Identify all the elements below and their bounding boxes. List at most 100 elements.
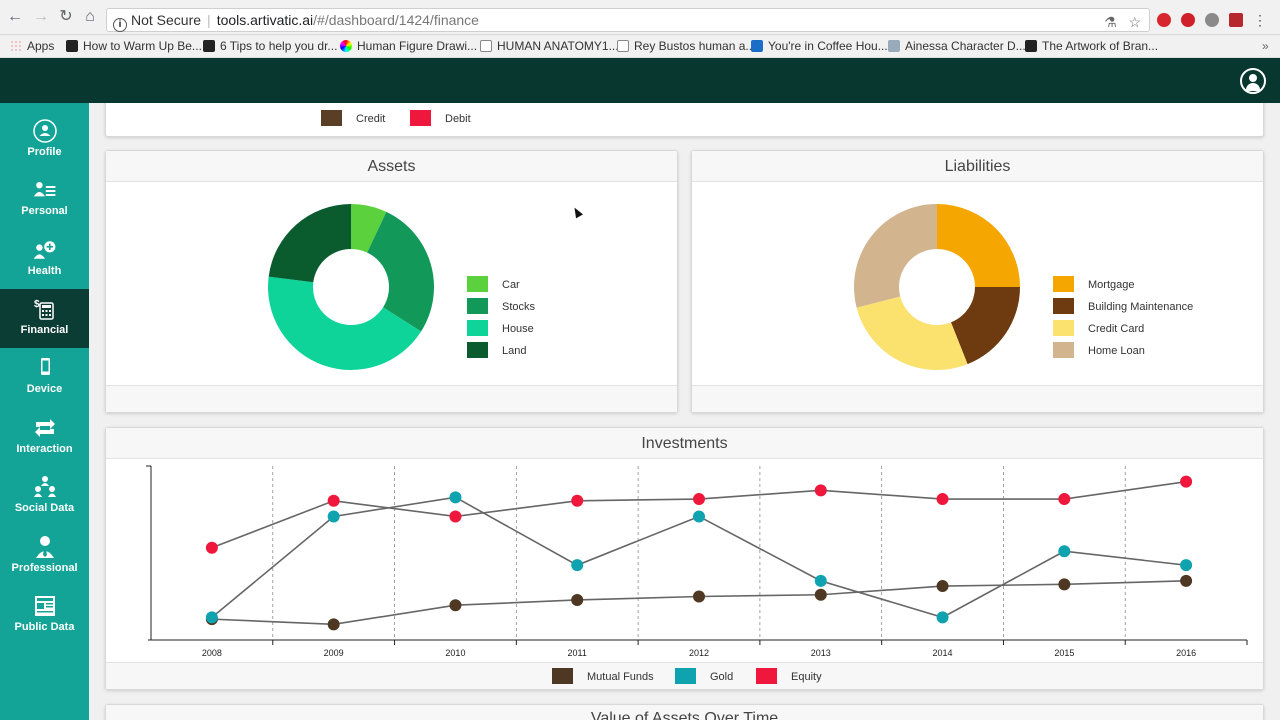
bookmark-item[interactable]: Rey Bustos human a... bbox=[617, 39, 755, 53]
reload-icon[interactable]: ↻ bbox=[59, 8, 73, 25]
mobile-device-icon bbox=[40, 358, 50, 375]
donut-slice-home-loan[interactable] bbox=[854, 204, 937, 308]
legend-item: Mutual Funds bbox=[552, 668, 654, 684]
data-point-mutual-funds[interactable] bbox=[693, 590, 705, 603]
sidebar-item-device[interactable]: Device bbox=[0, 348, 89, 407]
forward-icon[interactable]: → bbox=[33, 8, 49, 25]
user-account-icon[interactable] bbox=[1240, 68, 1266, 94]
address-bar[interactable]: i Not Secure | tools.artivatic.ai/#/dashboa… bbox=[106, 8, 1150, 32]
data-point-gold[interactable] bbox=[449, 491, 462, 504]
data-point-equity[interactable] bbox=[814, 484, 827, 497]
pinterest-icon[interactable] bbox=[1181, 13, 1195, 27]
video-extension-icon[interactable] bbox=[1229, 13, 1243, 27]
donut-slice-stocks[interactable] bbox=[367, 211, 434, 332]
donut-slice-building-maintenance[interactable] bbox=[950, 287, 1020, 365]
x-tick-label: 2011 bbox=[568, 648, 587, 658]
panel-footer bbox=[692, 385, 1263, 412]
data-point-equity[interactable] bbox=[1180, 475, 1193, 488]
data-point-mutual-funds[interactable] bbox=[936, 580, 949, 593]
sidebar-item-health[interactable]: Health bbox=[0, 230, 89, 289]
sidebar-item-personal[interactable]: Personal bbox=[0, 170, 89, 229]
security-label: Not Secure bbox=[131, 12, 202, 28]
home-icon[interactable]: ⌂ bbox=[85, 8, 95, 25]
panel-footer: Mutual Funds Gold Equity bbox=[106, 662, 1263, 689]
bookmark-item[interactable]: The Artwork of Bran... bbox=[1025, 39, 1158, 53]
donut-slice-car[interactable] bbox=[351, 204, 387, 253]
sidebar-item-interaction[interactable]: Interaction bbox=[0, 408, 89, 467]
legend-item: Car bbox=[467, 276, 520, 292]
panel-title: Value of Assets Over Time bbox=[106, 705, 1263, 720]
x-tick-label: 2014 bbox=[933, 648, 953, 658]
liabilities-panel: Liabilities Mortgage Building Maintenanc… bbox=[691, 150, 1264, 413]
data-point-equity[interactable] bbox=[327, 494, 340, 507]
data-point-gold[interactable] bbox=[327, 510, 340, 523]
bookmark-item[interactable]: HUMAN ANATOMY1... bbox=[480, 39, 619, 53]
bookmark-item[interactable]: Apps bbox=[10, 39, 54, 53]
profile-icon bbox=[32, 119, 57, 143]
bookmark-item[interactable]: Ainessa Character D... bbox=[888, 39, 1026, 53]
data-point-equity[interactable] bbox=[936, 493, 949, 506]
bookmark-item[interactable]: 6 Tips to help you dr... bbox=[203, 39, 337, 53]
financial-calculator-icon: $ bbox=[34, 299, 54, 320]
data-point-mutual-funds[interactable] bbox=[449, 599, 462, 612]
bookmark-item[interactable]: How to Warm Up Be... bbox=[66, 39, 202, 53]
menu-icon[interactable]: ⋮ bbox=[1253, 12, 1267, 28]
donut-slice-mortgage[interactable] bbox=[937, 204, 1020, 287]
data-point-mutual-funds[interactable] bbox=[814, 588, 827, 601]
credit-debit-panel: Credit Debit bbox=[105, 103, 1264, 137]
value-over-time-panel: Value of Assets Over Time bbox=[105, 704, 1264, 720]
personal-info-icon bbox=[33, 182, 55, 197]
data-point-equity[interactable] bbox=[205, 541, 218, 554]
sidebar-item-label: Public Data bbox=[14, 621, 75, 633]
data-point-equity[interactable] bbox=[449, 510, 462, 523]
back-icon[interactable]: ← bbox=[7, 8, 23, 25]
data-point-equity[interactable] bbox=[1058, 493, 1071, 506]
dashboard-content: Credit Debit Assets Car Stocks House Lan… bbox=[89, 103, 1280, 720]
legend-swatch bbox=[467, 298, 488, 314]
legend-item: Credit Card bbox=[1053, 320, 1144, 336]
star-icon[interactable]: ☆ bbox=[1128, 14, 1141, 30]
data-point-mutual-funds[interactable] bbox=[327, 618, 340, 631]
data-point-mutual-funds[interactable] bbox=[1180, 574, 1193, 587]
key-icon[interactable]: ⚗ bbox=[1104, 14, 1117, 30]
legend-swatch bbox=[1053, 342, 1074, 358]
info-icon[interactable]: i bbox=[113, 18, 127, 32]
sidebar-item-professional[interactable]: Professional bbox=[0, 527, 89, 586]
data-point-mutual-funds[interactable] bbox=[571, 593, 584, 606]
sidebar-item-profile[interactable]: Profile bbox=[0, 111, 89, 170]
sidebar-item-public-data[interactable]: Public Data bbox=[0, 586, 89, 645]
professional-icon bbox=[35, 536, 54, 558]
health-icon bbox=[33, 241, 55, 259]
data-point-gold[interactable] bbox=[205, 611, 218, 624]
data-point-gold[interactable] bbox=[571, 559, 584, 572]
legend-swatch bbox=[552, 668, 573, 684]
data-point-mutual-funds[interactable] bbox=[1058, 578, 1071, 591]
more-bookmarks-icon[interactable]: » bbox=[1262, 39, 1269, 53]
sidebar-item-label: Interaction bbox=[16, 443, 73, 455]
x-tick-label: 2016 bbox=[1176, 648, 1196, 658]
sidebar-item-label: Professional bbox=[11, 562, 78, 574]
bookmarks-bar: Apps How to Warm Up Be... 6 Tips to help… bbox=[0, 35, 1280, 58]
data-point-gold[interactable] bbox=[693, 510, 705, 523]
legend-item: Land bbox=[467, 342, 526, 358]
data-point-equity[interactable] bbox=[571, 494, 584, 507]
extension-icon[interactable] bbox=[1205, 13, 1219, 27]
donut-slice-land[interactable] bbox=[268, 204, 351, 283]
donut-slice-house[interactable] bbox=[268, 276, 422, 370]
bookmark-item[interactable]: You're in Coffee Hou... bbox=[751, 39, 888, 53]
sidebar-item-label: Device bbox=[26, 383, 63, 395]
legend-swatch bbox=[321, 110, 342, 126]
bookmark-item[interactable]: Human Figure Drawi... bbox=[340, 39, 477, 53]
data-point-equity[interactable] bbox=[693, 493, 705, 506]
sidebar-item-social-data[interactable]: Social Data bbox=[0, 467, 89, 526]
sidebar-item-label: Health bbox=[27, 265, 62, 277]
data-point-gold[interactable] bbox=[1180, 559, 1193, 572]
donut-slice-credit-card[interactable] bbox=[856, 296, 968, 370]
sidebar-item-financial[interactable]: $ Financial bbox=[0, 289, 89, 348]
panel-footer bbox=[106, 385, 677, 412]
adblock-icon[interactable] bbox=[1157, 13, 1171, 27]
data-point-gold[interactable] bbox=[814, 574, 827, 587]
sidebar-item-label: Social Data bbox=[14, 502, 75, 514]
data-point-gold[interactable] bbox=[936, 611, 949, 624]
data-point-gold[interactable] bbox=[1058, 545, 1071, 558]
